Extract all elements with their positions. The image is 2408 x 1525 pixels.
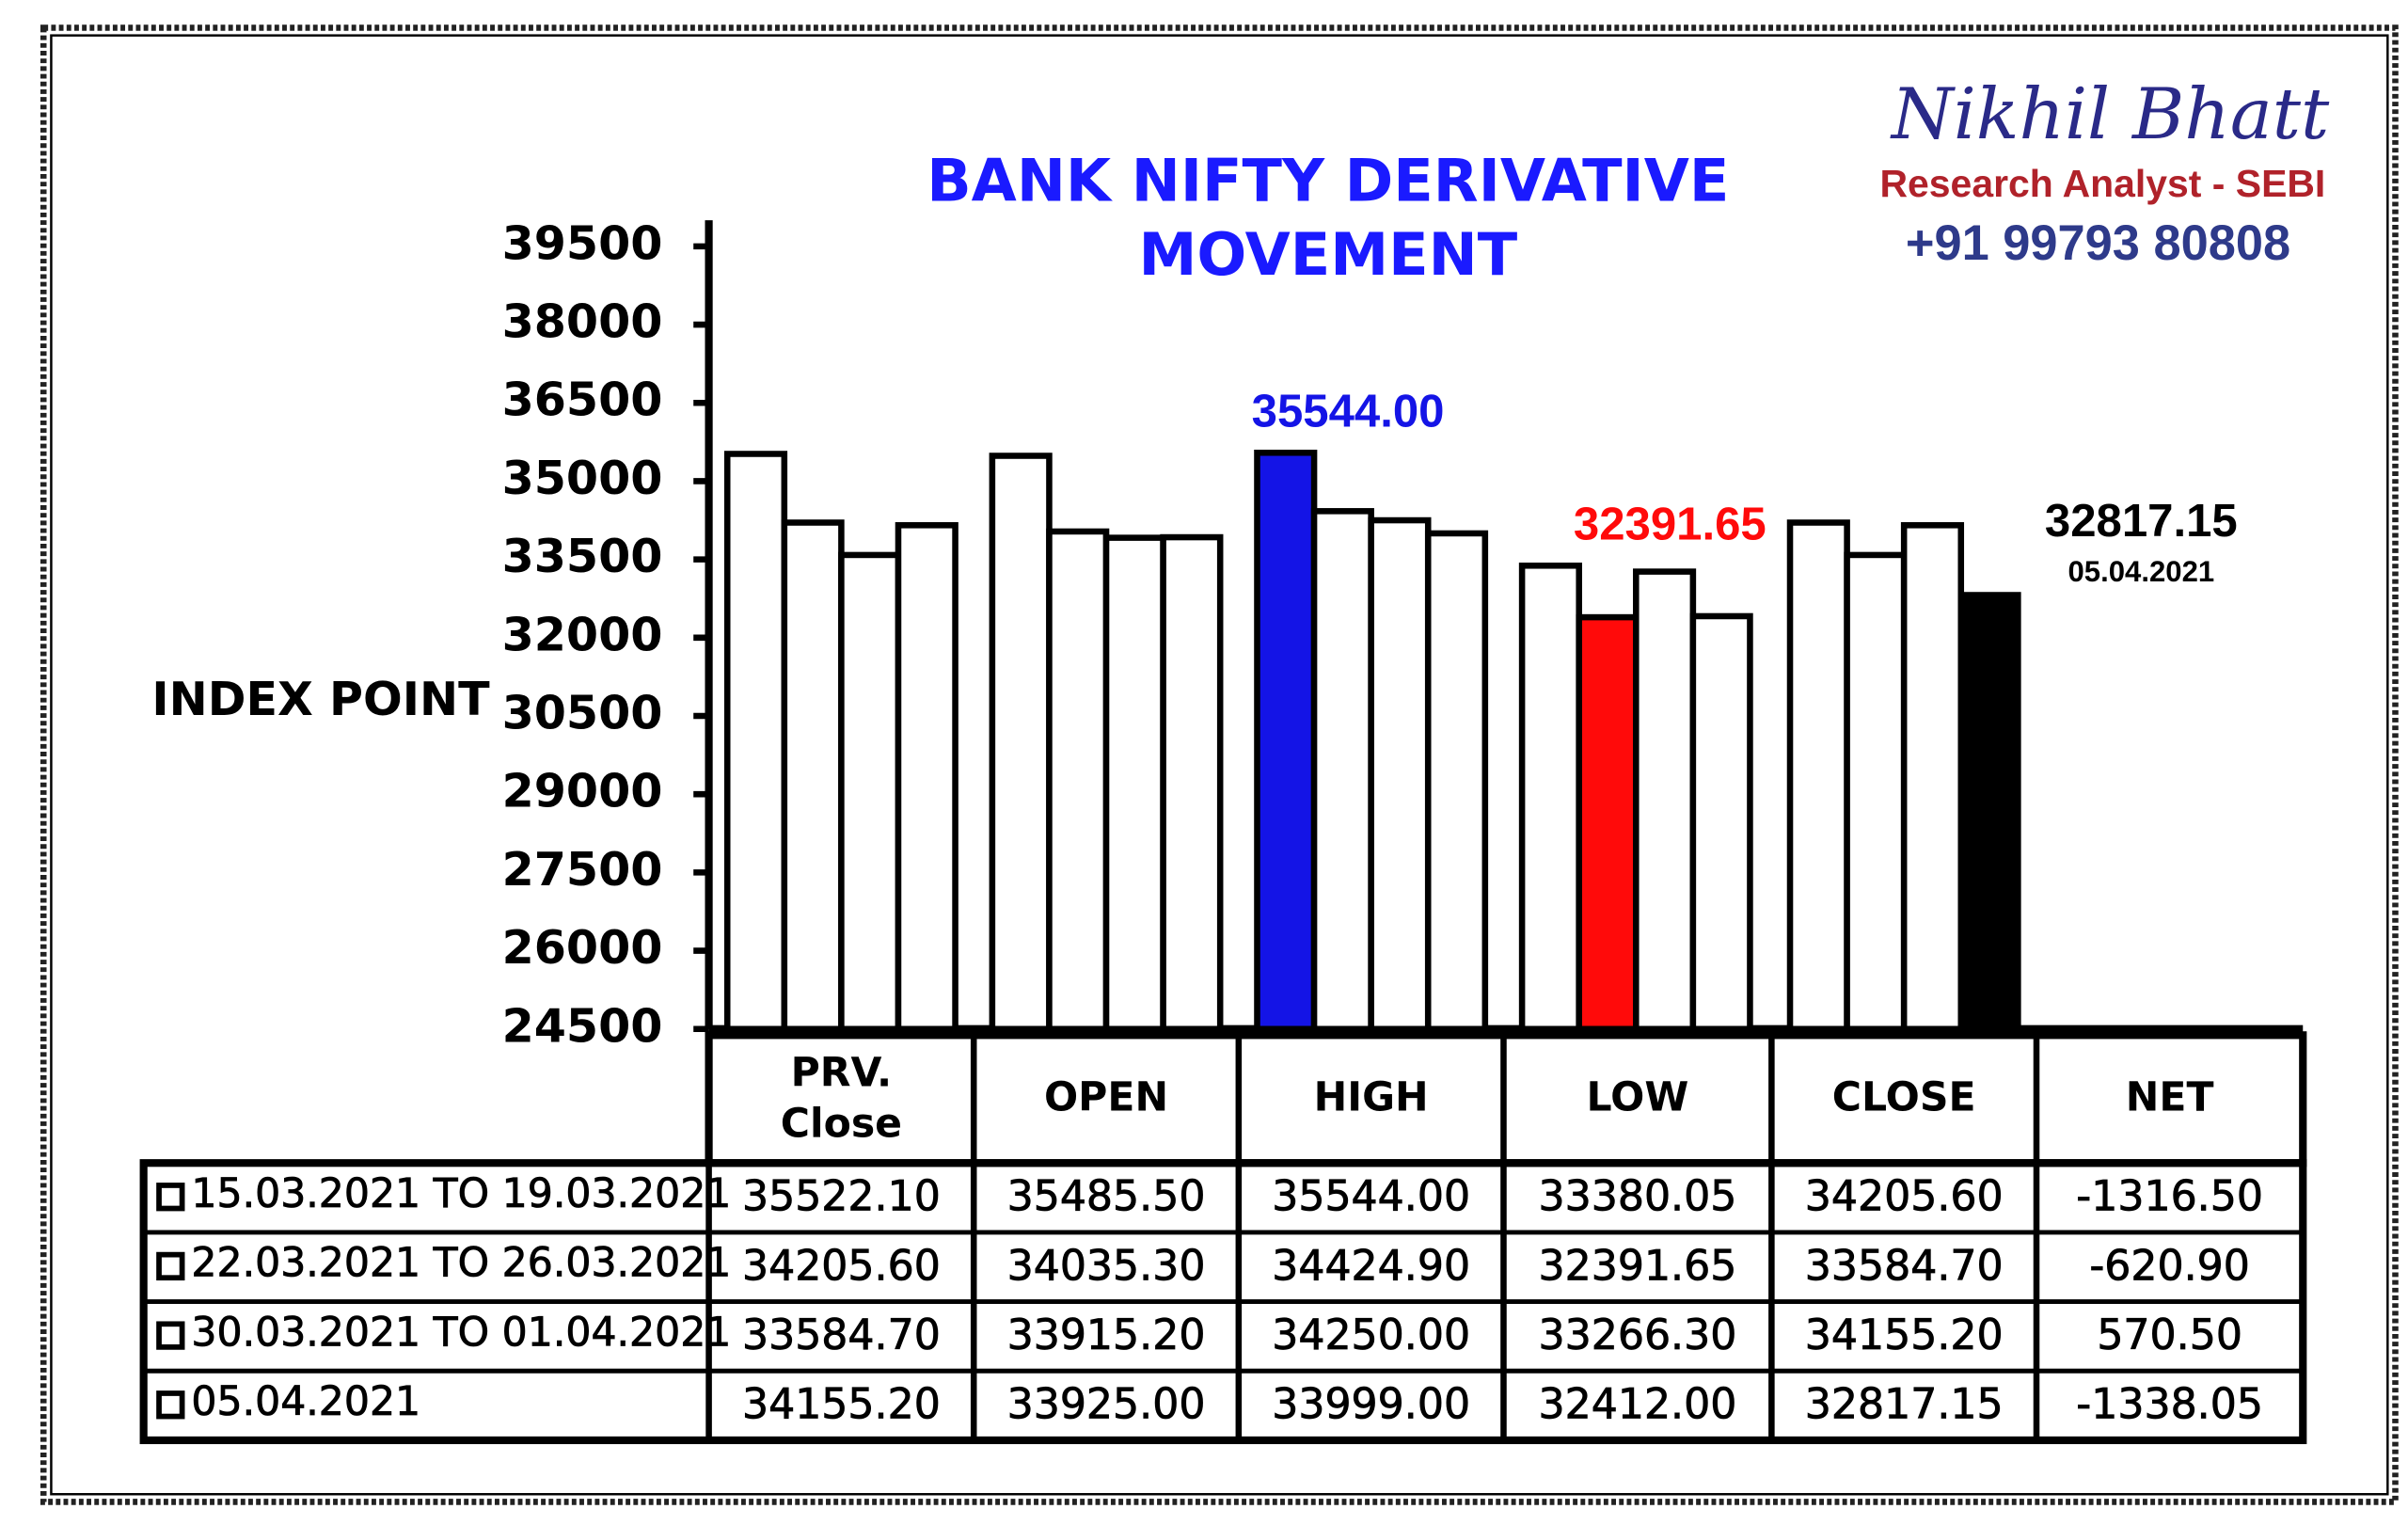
column-header-cell: LOW bbox=[1503, 1035, 1771, 1163]
y-tick-label: 26000 bbox=[502, 920, 663, 975]
column-header-box: CLOSE bbox=[1771, 1035, 2036, 1163]
chart-title: MOVEMENT bbox=[1138, 220, 1517, 289]
bar bbox=[1046, 528, 1110, 1033]
table-cell: 34205.60 bbox=[742, 1242, 941, 1290]
table-cell: -1316.50 bbox=[2076, 1173, 2263, 1221]
column-header-cell: CLOSE bbox=[1771, 1035, 2036, 1163]
brand-phone: +91 99793 80808 bbox=[1906, 216, 2290, 271]
y-tick-label: 38000 bbox=[502, 294, 663, 349]
table-cell: -1338.05 bbox=[2076, 1381, 2263, 1429]
column-header-cell: OPEN bbox=[974, 1035, 1239, 1163]
y-tick-label: 27500 bbox=[502, 842, 663, 897]
column-header: LOW bbox=[1586, 1074, 1689, 1122]
column-header: OPEN bbox=[1043, 1074, 1169, 1122]
column-header-box: NET bbox=[2036, 1035, 2303, 1163]
annotation: 32817.15 bbox=[2045, 496, 2238, 547]
table-cell: 32412.00 bbox=[1538, 1381, 1736, 1429]
y-tick-label: 36500 bbox=[502, 373, 663, 427]
y-tick-label: 35000 bbox=[502, 451, 663, 505]
data-table: PRV. Close OPEN HIGH LOW CLOSE NET 15.03.2021 … bbox=[139, 1031, 2307, 1445]
bar bbox=[838, 551, 902, 1033]
annotation: 32391.65 bbox=[1574, 499, 1766, 549]
annotation: 35544.00 bbox=[1252, 386, 1445, 437]
bar bbox=[1786, 519, 1850, 1033]
bar bbox=[1160, 533, 1224, 1033]
y-tick-label: 39500 bbox=[502, 215, 663, 270]
column-header-box: PRV. Close bbox=[709, 1035, 974, 1163]
legend-marker bbox=[156, 1321, 185, 1350]
y-tick-label: 33500 bbox=[502, 529, 663, 583]
legend-marker bbox=[156, 1183, 185, 1212]
bar bbox=[1844, 551, 1908, 1033]
table-cell: 34155.20 bbox=[742, 1381, 941, 1429]
table-cell: 570.50 bbox=[2097, 1311, 2242, 1359]
y-tick-label: 30500 bbox=[502, 686, 663, 740]
y-axis-label: INDEX POINT bbox=[151, 672, 490, 726]
bar bbox=[1689, 612, 1753, 1033]
chart-title: BANK NIFTY DERIVATIVE bbox=[927, 147, 1729, 215]
bar bbox=[895, 522, 958, 1033]
column-header-box: OPEN bbox=[974, 1035, 1239, 1163]
bar bbox=[1424, 530, 1489, 1033]
legend-label: 22.03.2021 TO 26.03.2021 bbox=[191, 1240, 731, 1287]
frame bbox=[40, 24, 2399, 1505]
bar bbox=[1310, 508, 1374, 1033]
table-cell: -620.90 bbox=[2089, 1242, 2250, 1290]
legend-marker bbox=[156, 1390, 185, 1420]
column-header: PRV. Close bbox=[780, 1049, 903, 1148]
bar bbox=[989, 453, 1053, 1033]
table-cell: 34155.20 bbox=[1805, 1311, 2004, 1359]
table-cell: 34250.00 bbox=[1272, 1311, 1470, 1359]
column-header-box: HIGH bbox=[1239, 1035, 1504, 1163]
annotation-date: 05.04.2021 bbox=[2067, 555, 2214, 588]
bar bbox=[1900, 522, 1965, 1033]
table-cell: 32391.65 bbox=[1538, 1242, 1736, 1290]
bar bbox=[1633, 568, 1697, 1033]
brand-role: Research Analyst - SEBI bbox=[1879, 162, 2325, 205]
table-cell: 33584.70 bbox=[742, 1311, 941, 1359]
bar bbox=[1368, 516, 1432, 1033]
table-cell: 35544.00 bbox=[1272, 1173, 1470, 1221]
bar bbox=[1957, 592, 2021, 1033]
table-cell: 32817.15 bbox=[1805, 1381, 2004, 1429]
legend-label: 15.03.2021 TO 19.03.2021 bbox=[191, 1170, 731, 1217]
table-cell: 33999.00 bbox=[1272, 1381, 1470, 1429]
y-tick-label: 24500 bbox=[502, 998, 663, 1053]
table-cell: 35522.10 bbox=[742, 1173, 941, 1221]
table-cell: 33925.00 bbox=[1007, 1381, 1206, 1429]
y-tick-label: 32000 bbox=[502, 607, 663, 661]
bar bbox=[781, 519, 845, 1033]
column-header-box: LOW bbox=[1503, 1035, 1771, 1163]
bar bbox=[1254, 449, 1318, 1033]
bar bbox=[1518, 563, 1582, 1033]
column-header-cell: PRV. Close bbox=[709, 1035, 974, 1163]
legend-marker bbox=[156, 1251, 185, 1281]
bar bbox=[723, 451, 788, 1033]
y-tick-label: 29000 bbox=[502, 764, 663, 818]
column-header: HIGH bbox=[1313, 1074, 1429, 1122]
column-header: NET bbox=[2125, 1074, 2214, 1122]
table-cell: 33915.20 bbox=[1007, 1311, 1206, 1359]
frame-inner bbox=[50, 34, 2389, 1496]
table-cell: 34424.90 bbox=[1272, 1242, 1470, 1290]
column-header-cell: NET bbox=[2036, 1035, 2303, 1163]
table-cell: 34035.30 bbox=[1007, 1242, 1206, 1290]
table-cell: 33584.70 bbox=[1805, 1242, 2004, 1290]
brand-name: Nikhil Bhatt bbox=[1890, 72, 2330, 155]
column-header-cell: HIGH bbox=[1239, 1035, 1504, 1163]
table-cell: 35485.50 bbox=[1007, 1173, 1206, 1221]
table-cell: 33380.05 bbox=[1538, 1173, 1736, 1221]
table-cell: 33266.30 bbox=[1538, 1311, 1736, 1359]
bar bbox=[1102, 534, 1166, 1033]
table-cell: 34205.60 bbox=[1805, 1173, 2004, 1221]
column-header: CLOSE bbox=[1831, 1074, 1976, 1122]
bar bbox=[1576, 613, 1640, 1033]
legend-label: 05.04.2021 bbox=[191, 1378, 420, 1425]
legend-label: 30.03.2021 TO 01.04.2021 bbox=[191, 1309, 731, 1356]
